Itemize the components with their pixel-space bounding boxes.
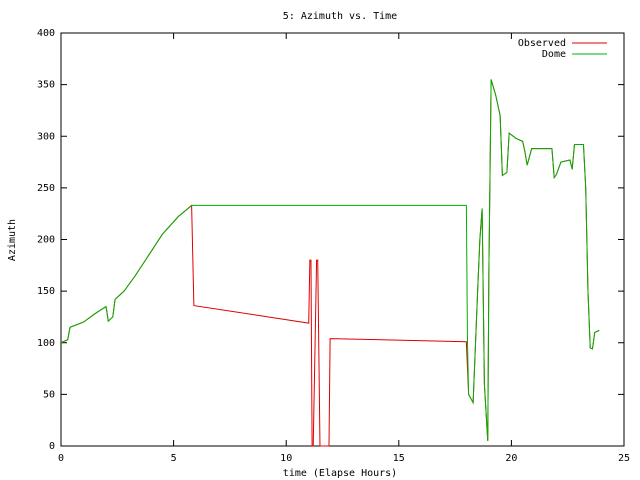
x-tick-label: 5 <box>171 453 177 464</box>
chart-title: 5: Azimuth vs. Time <box>283 11 397 22</box>
series-line <box>60 79 600 441</box>
y-tick-label: 100 <box>37 338 55 349</box>
x-tick-label: 25 <box>618 453 630 464</box>
y-tick-label: 400 <box>37 28 55 39</box>
x-axis-label: time (Elapse Hours) <box>283 468 397 479</box>
series-line <box>60 79 600 447</box>
y-tick-label: 150 <box>37 286 55 297</box>
y-tick-label: 350 <box>37 80 55 91</box>
x-tick-label: 10 <box>280 453 292 464</box>
x-tick-label: 0 <box>58 453 64 464</box>
y-tick-label: 0 <box>49 441 55 452</box>
legend-label: Observed <box>518 38 566 49</box>
y-tick-label: 200 <box>37 235 55 246</box>
y-tick-label: 300 <box>37 131 55 142</box>
y-tick-label: 50 <box>43 389 55 400</box>
y-tick-label: 250 <box>37 183 55 194</box>
x-tick-label: 20 <box>505 453 517 464</box>
legend-label: Dome <box>542 49 566 60</box>
plot-frame <box>60 32 625 447</box>
y-axis-label: Azimuth <box>7 219 18 261</box>
x-tick-label: 15 <box>393 453 405 464</box>
